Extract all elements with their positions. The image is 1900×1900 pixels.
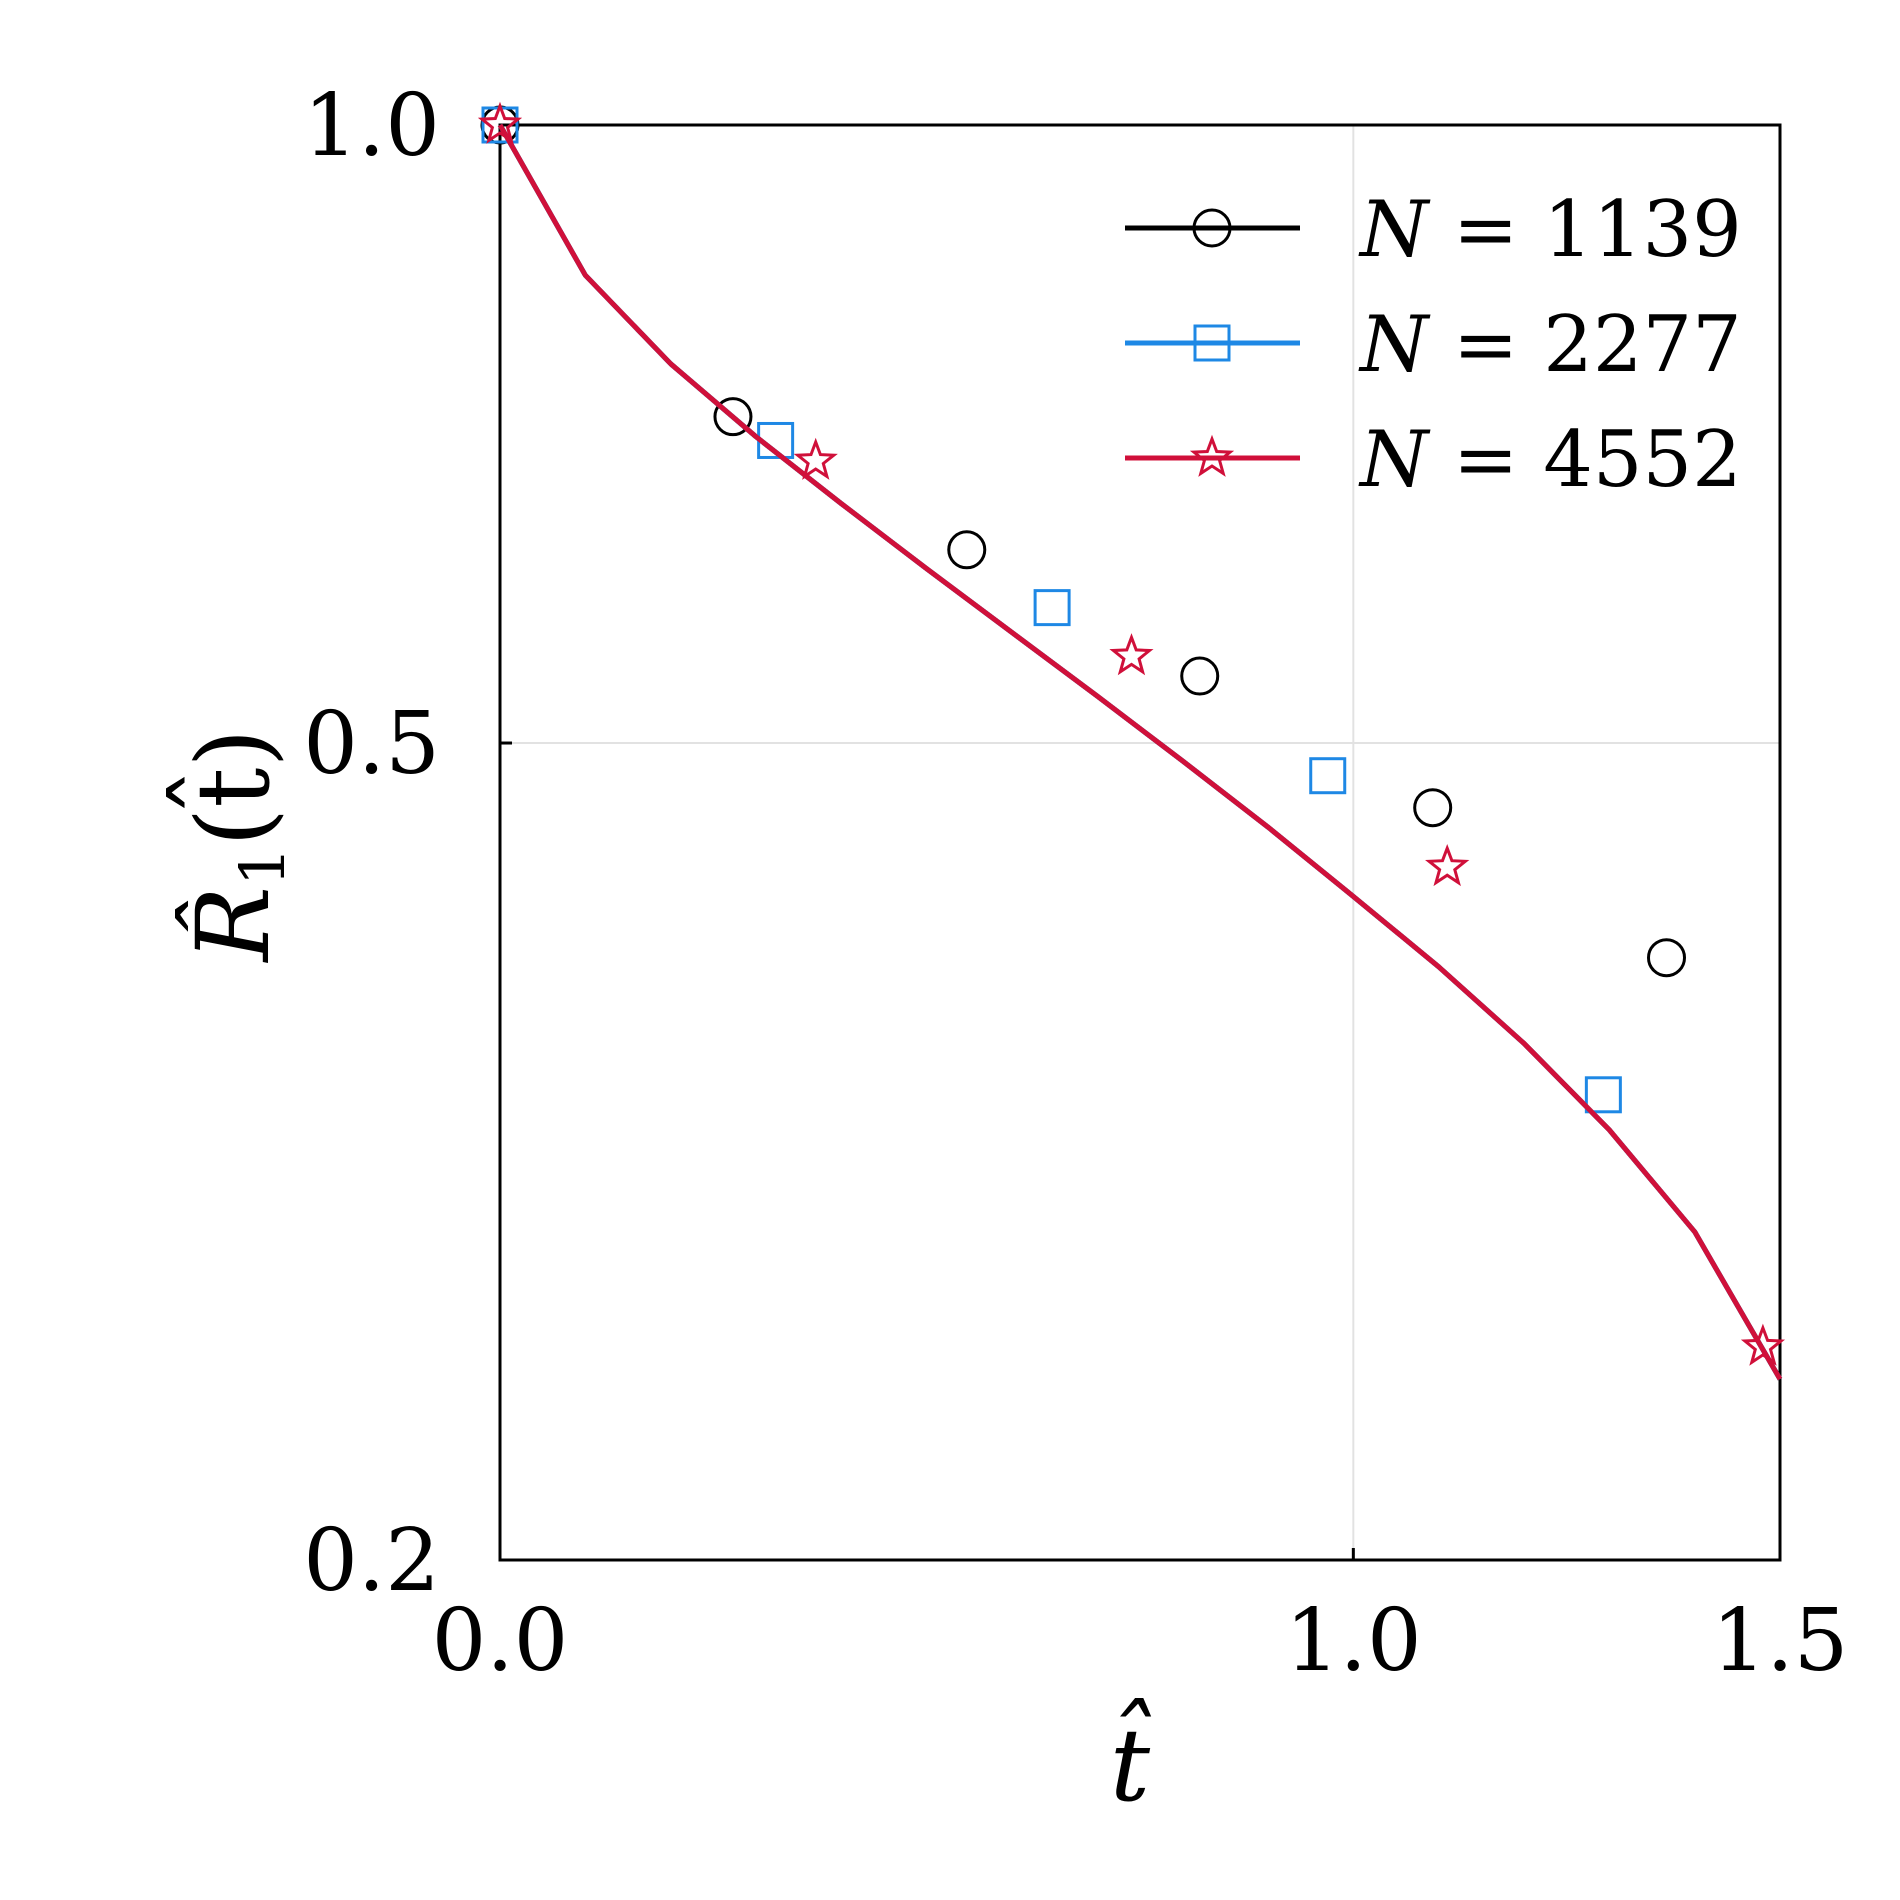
legend-label-var-2: N: [1358, 415, 1453, 505]
legend-label-var-1: N: [1358, 300, 1453, 390]
series-0-point-4: [1413, 788, 1453, 828]
svg-text:R̂1(t̂): R̂1(t̂): [166, 729, 299, 964]
legend-label-value-0: = 1139: [1453, 185, 1742, 275]
y-axis-label-sub: 1: [226, 847, 299, 886]
legend-label-value-1: = 2277: [1453, 300, 1742, 390]
series-1-point-3: [1309, 757, 1347, 795]
ticks: 0.0 1.0 1.5 1.0 0.5 0.2: [303, 76, 1848, 1691]
series-0-point-1: [713, 397, 753, 437]
legend-label-1: N = 2277: [1358, 300, 1742, 390]
legend-label-value-2: = 4552: [1453, 415, 1742, 505]
x-tick-label-0: 0.0: [432, 1591, 569, 1691]
legend-label-2: N = 4552: [1358, 415, 1742, 505]
legend-marker-2: [1189, 434, 1235, 477]
y-tick-label-0: 1.0: [303, 76, 440, 176]
series-layer: [477, 101, 1786, 1381]
series-1-point-4: [1584, 1076, 1622, 1114]
x-axis-label: t̂: [1110, 1698, 1152, 1824]
legend-marker-0: [1192, 208, 1232, 248]
series-2-point-0: [477, 101, 523, 144]
series-0-point-3: [1180, 656, 1220, 696]
series-2: [477, 101, 1786, 1381]
series-0-point-2: [947, 530, 987, 570]
series-2-point-1: [793, 437, 838, 480]
series-2-point-3: [1425, 843, 1470, 887]
plot-frame: [498, 123, 1782, 1562]
legend-label-var-0: N: [1358, 185, 1453, 275]
series-1-point-2: [1033, 589, 1071, 627]
y-axis-label-arg: (t̂): [166, 729, 292, 847]
y-axis-label-main: R̂: [175, 886, 292, 963]
x-tick-label-2: 1.5: [1712, 1591, 1849, 1691]
series-2-point-4: [1740, 1323, 1786, 1366]
y-tick-label-2: 0.2: [303, 1511, 440, 1611]
x-tick-label-1: 1.0: [1285, 1591, 1422, 1691]
legend-marker-1: [1193, 324, 1231, 362]
series-0-point-5: [1647, 938, 1687, 978]
series-2-point-2: [1109, 633, 1154, 676]
y-axis-label: R̂1(t̂): [166, 729, 299, 964]
legend-label-0: N = 1139: [1358, 185, 1742, 275]
series-line-2: [497, 123, 1783, 1381]
y-tick-label-1: 0.5: [303, 694, 440, 794]
